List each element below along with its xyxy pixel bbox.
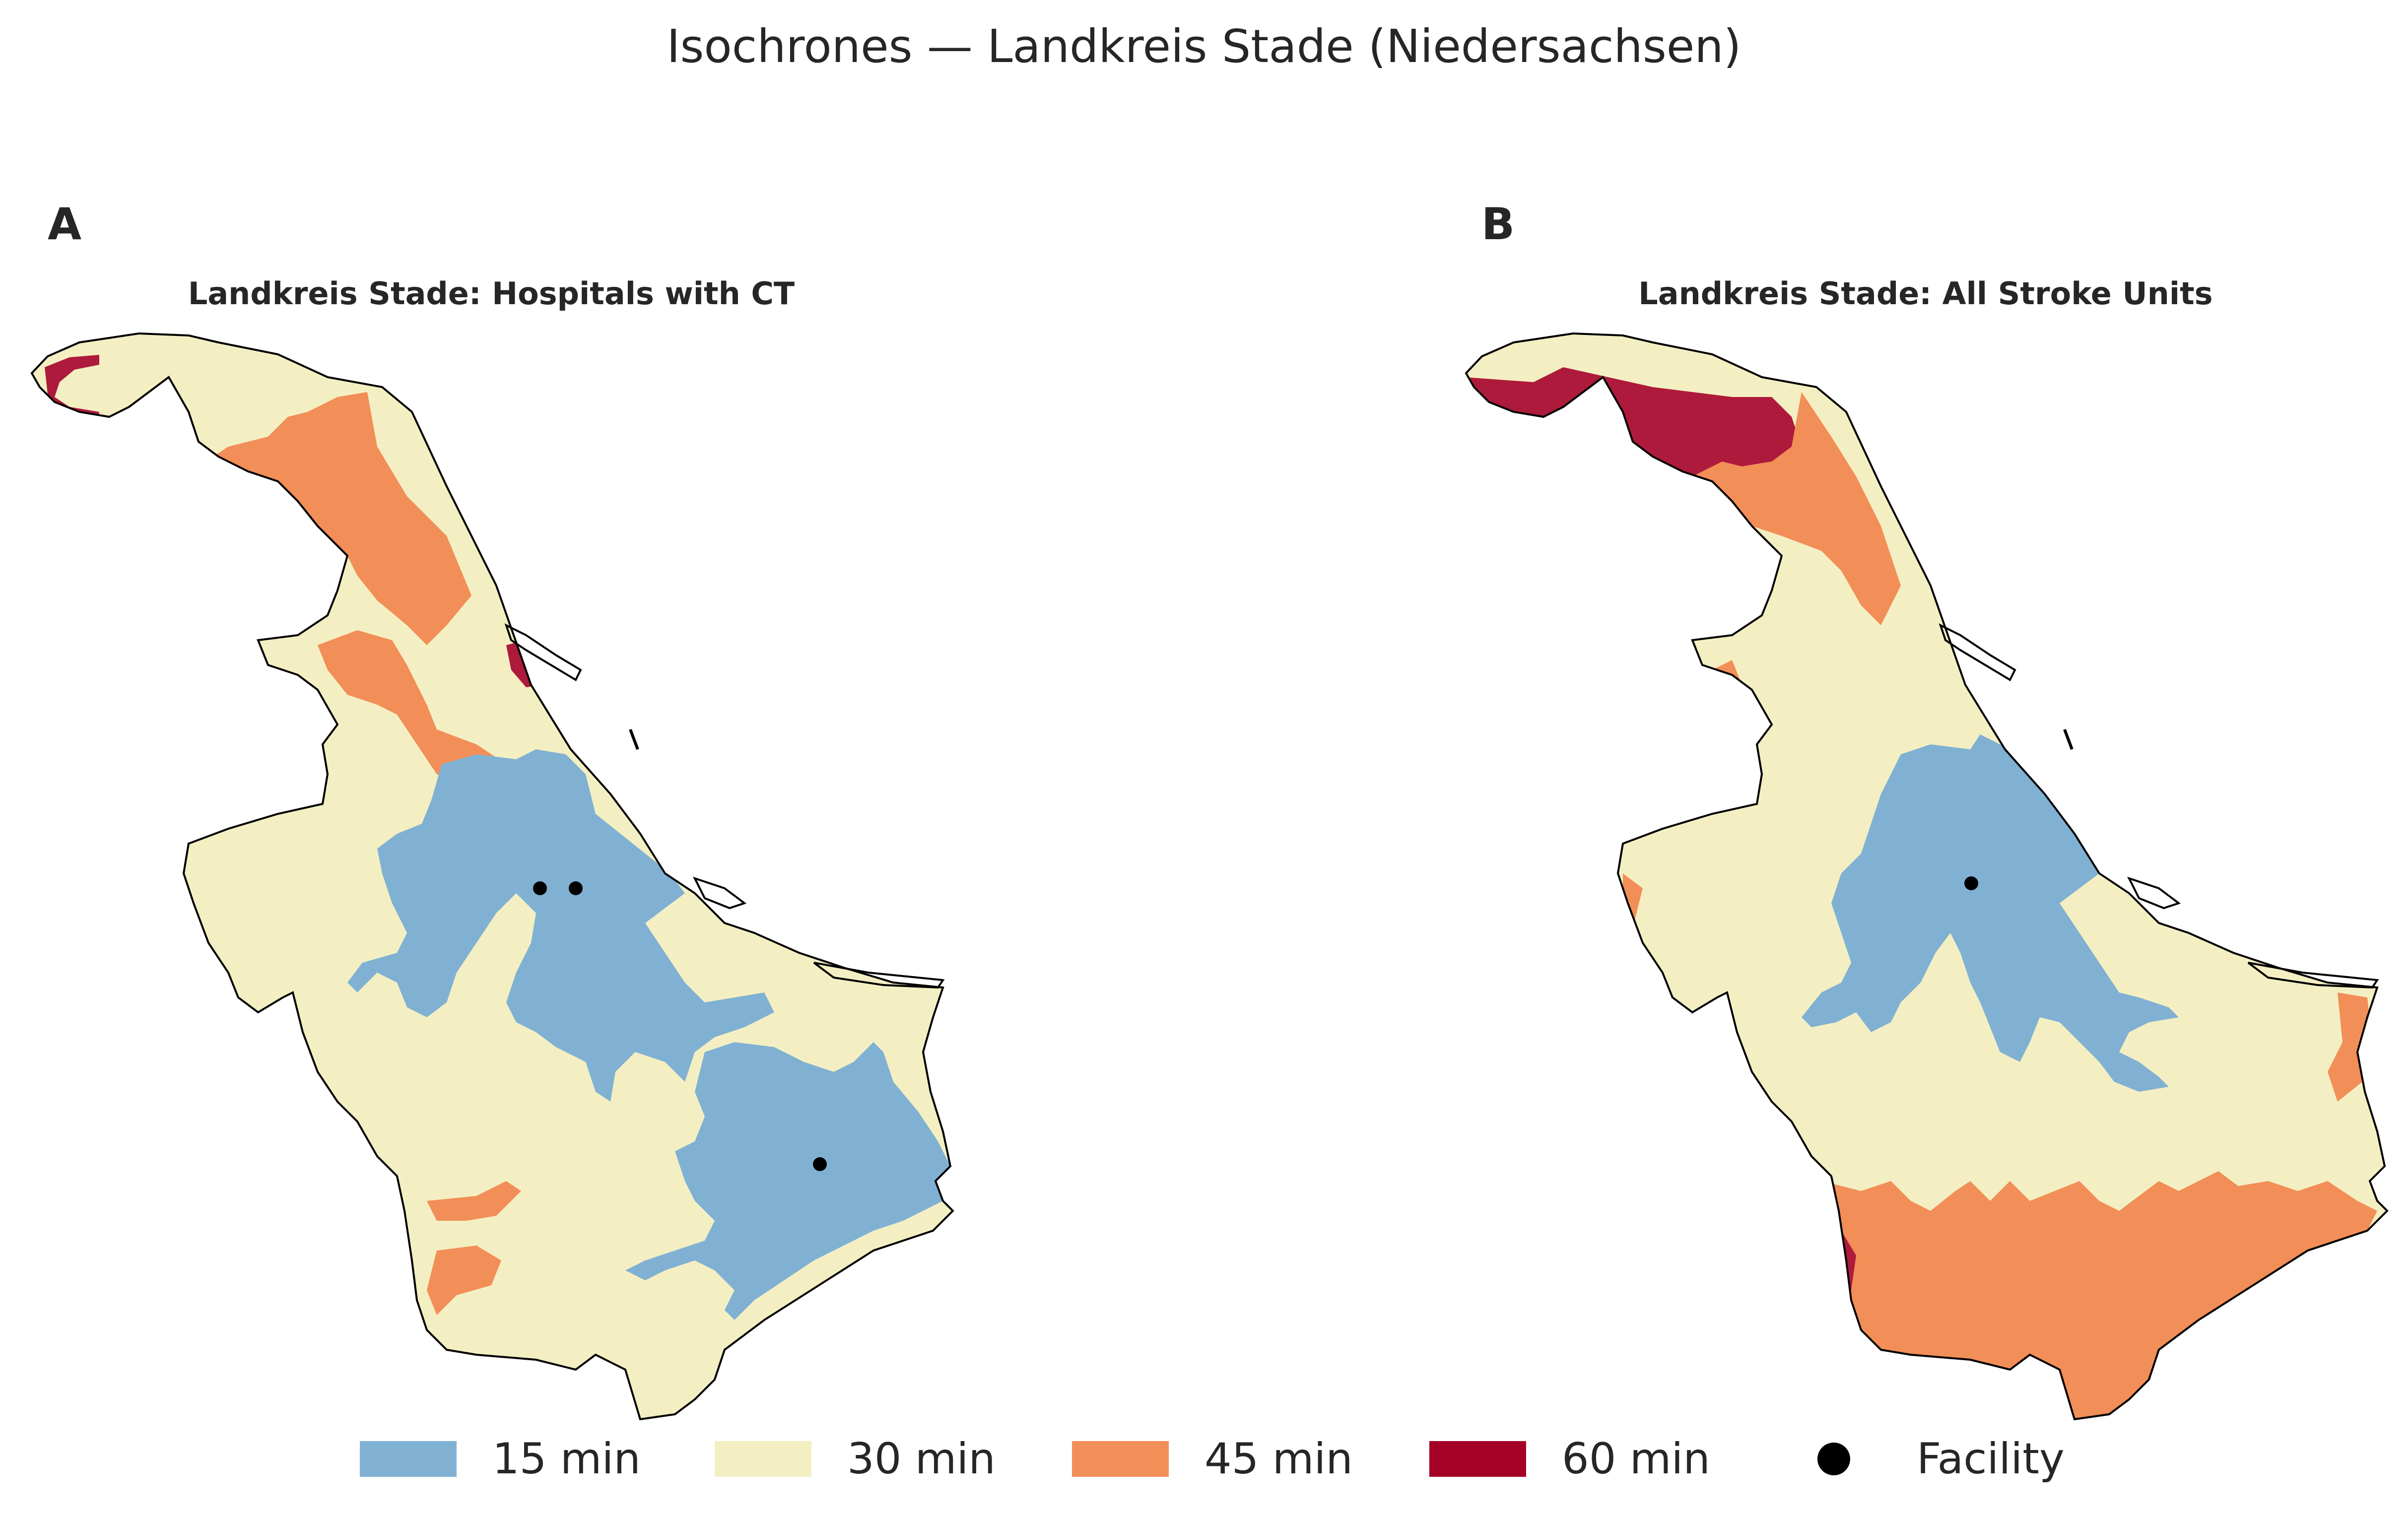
zone-15min-center xyxy=(347,749,774,1102)
elbe-marker xyxy=(629,728,639,750)
panel-a-letter: A xyxy=(48,198,82,250)
legend-item-45min: 45 min xyxy=(1072,1434,1353,1484)
legend: 15 min 30 min 45 min 60 min Facility xyxy=(0,1419,2408,1499)
elbe-island xyxy=(1939,623,2016,681)
legend-swatch-45min xyxy=(1072,1441,1169,1477)
legend-facility-dot xyxy=(1817,1443,1850,1475)
elbe-island xyxy=(504,623,582,681)
panel-a-title: Landkreis Stade: Hospitals with CT xyxy=(188,275,795,312)
legend-swatch-60min xyxy=(1429,1441,1526,1477)
zone-15min-southeast xyxy=(625,1042,950,1320)
facility-marker xyxy=(569,881,583,895)
legend-label-45min: 45 min xyxy=(1204,1434,1353,1484)
legend-swatch-30min xyxy=(715,1441,811,1477)
zone-45min-north xyxy=(199,392,471,645)
zone-45min-south xyxy=(427,1181,521,1221)
zone-15min-west xyxy=(278,1082,303,1122)
legend-label-15min: 15 min xyxy=(492,1434,641,1484)
zone-45min-north xyxy=(1658,392,1901,625)
zone-45min-south xyxy=(1777,1151,2377,1419)
panel-b-map xyxy=(1465,332,2388,1420)
zone-45min-west xyxy=(258,685,318,734)
facility-marker xyxy=(533,881,547,895)
legend-label-60min: 60 min xyxy=(1562,1434,1710,1484)
zone-15min-center xyxy=(1802,734,2179,1092)
legend-label-facility: Facility xyxy=(1917,1434,2065,1484)
panel-b-title: Landkreis Stade: All Stroke Units xyxy=(1638,275,2213,312)
elbe-marker xyxy=(2063,728,2074,750)
elbe-island xyxy=(813,962,945,989)
facility-marker xyxy=(813,1157,827,1171)
facility-marker xyxy=(1964,876,1978,890)
elbe-island xyxy=(2247,962,2379,989)
legend-swatch-15min xyxy=(360,1441,457,1477)
legend-item-facility: Facility xyxy=(1787,1434,2065,1484)
zone-45min-south2 xyxy=(427,1246,501,1315)
elbe-island xyxy=(2127,876,2181,910)
panel-b-letter: B xyxy=(1481,198,1515,250)
figure-title: Isochrones — Landkreis Stade (Niedersach… xyxy=(667,20,1741,73)
legend-item-30min: 30 min xyxy=(715,1434,996,1484)
legend-item-15min: 15 min xyxy=(360,1434,641,1484)
elbe-island xyxy=(693,876,747,910)
legend-label-30min: 30 min xyxy=(847,1434,996,1484)
panel-a-map xyxy=(31,332,954,1420)
legend-item-60min: 60 min xyxy=(1429,1434,1710,1484)
